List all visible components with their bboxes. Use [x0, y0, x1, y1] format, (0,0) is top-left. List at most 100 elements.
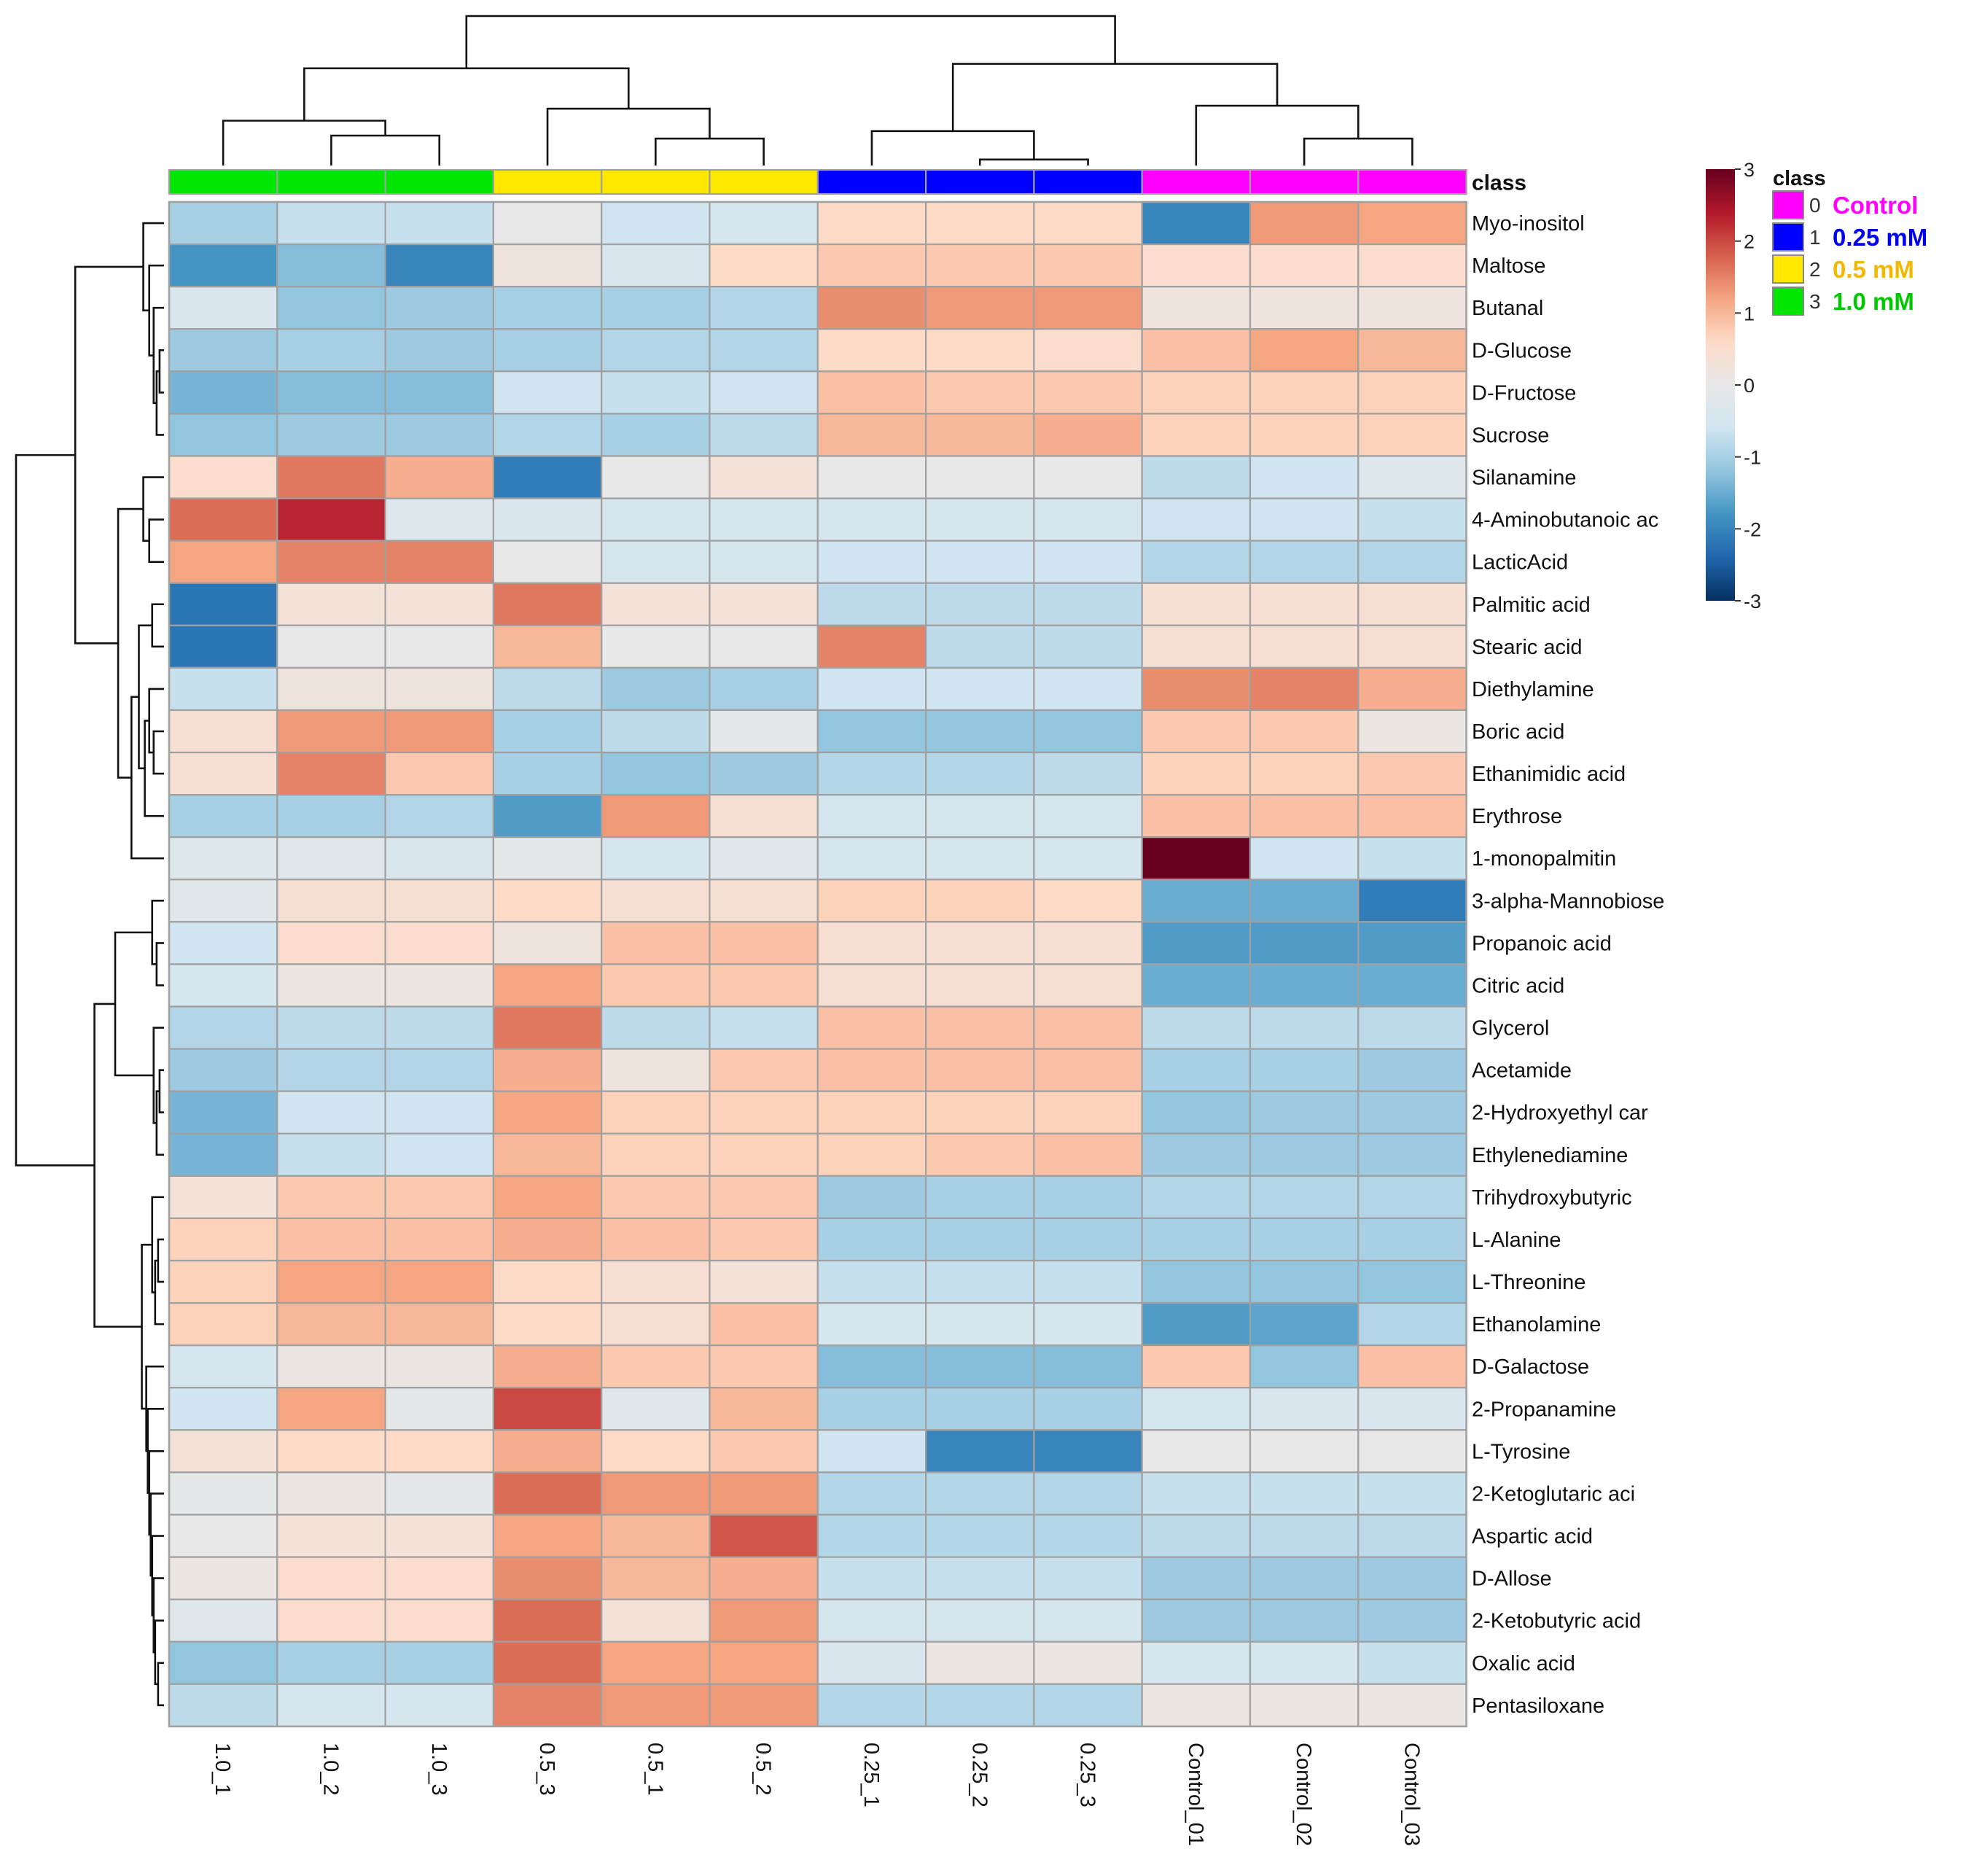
heatmap-cell — [1141, 1471, 1252, 1516]
heatmap-cell — [1249, 328, 1360, 373]
heatmap-cell — [1141, 751, 1252, 796]
heatmap-cell — [1249, 963, 1360, 1008]
heatmap-cell — [168, 751, 278, 796]
heatmap-cell — [924, 1514, 1035, 1558]
heatmap-cell — [1249, 540, 1360, 584]
heatmap-cell — [924, 1301, 1035, 1347]
row-label: Stearic acid — [1472, 636, 1583, 659]
legend-code: 3 — [1809, 290, 1821, 313]
heatmap-cell — [168, 1471, 278, 1516]
heatmap-cell — [168, 1048, 278, 1092]
dendrogram-branch — [74, 265, 144, 645]
heatmap-cell — [1357, 1471, 1467, 1516]
legend-swatch — [1772, 287, 1804, 316]
heatmap-cell — [276, 413, 386, 457]
heatmap-cell — [168, 201, 278, 246]
heatmap-cell — [276, 879, 386, 923]
column-label: 0.25_2 — [967, 1743, 991, 1807]
row-label: Diethylamine — [1472, 678, 1594, 701]
heatmap-cell — [1357, 540, 1467, 584]
dendrogram-branch — [1303, 137, 1413, 166]
heatmap-cell — [384, 709, 494, 754]
heatmap-cell — [1033, 1344, 1143, 1389]
heatmap-cell — [168, 1217, 278, 1262]
heatmap-cell — [816, 413, 927, 457]
heatmap-cell — [168, 1598, 278, 1643]
dendrogram-branch — [154, 1259, 164, 1326]
dendrogram-branch — [222, 120, 386, 166]
heatmap-cell — [1357, 1514, 1467, 1558]
heatmap-cell — [1141, 1387, 1252, 1431]
heatmap-cell — [816, 1514, 927, 1558]
heatmap-cell — [1033, 1387, 1143, 1431]
dendrogram-branch — [157, 1238, 164, 1283]
heatmap-cell — [1141, 624, 1252, 669]
heatmap-cell — [709, 540, 819, 584]
heatmap-cell — [924, 1175, 1035, 1220]
heatmap-cell — [601, 1259, 711, 1304]
heatmap-cell — [1033, 1175, 1143, 1220]
heatmap-cell — [709, 1132, 819, 1177]
heatmap-cell — [168, 963, 278, 1008]
heatmap-cell — [709, 1259, 819, 1304]
class-bar-cell — [816, 168, 927, 195]
dendrogram-branch — [142, 222, 164, 312]
heatmap-cell — [1249, 666, 1360, 712]
heatmap-cell — [709, 1175, 819, 1220]
heatmap-cell — [601, 1217, 711, 1262]
heatmap-cell — [1141, 497, 1252, 542]
heatmap-cell — [816, 666, 927, 712]
heatmap-cell — [1033, 1598, 1143, 1643]
heatmap-cell — [276, 1259, 386, 1304]
heatmap-cell — [492, 1514, 603, 1558]
heatmap-cell — [276, 455, 386, 499]
heatmap-cell — [709, 328, 819, 373]
heatmap-cell — [709, 963, 819, 1008]
heatmap-cell — [601, 1301, 711, 1347]
row-label: D-Fructose — [1472, 381, 1576, 405]
heatmap-cell — [709, 921, 819, 965]
heatmap-cell — [709, 836, 819, 881]
heatmap-cell — [601, 328, 711, 373]
heatmap-cell — [384, 921, 494, 965]
heatmap-cell — [924, 624, 1035, 669]
heatmap-cell — [816, 1259, 927, 1304]
row-label: D-Galactose — [1472, 1355, 1589, 1379]
heatmap-cell — [168, 328, 278, 373]
heatmap-cell — [601, 455, 711, 499]
heatmap-cell — [924, 751, 1035, 796]
heatmap-cell — [924, 1217, 1035, 1262]
heatmap-cell — [384, 751, 494, 796]
row-label: Aspartic acid — [1472, 1525, 1593, 1549]
row-label: Erythrose — [1472, 805, 1562, 828]
heatmap-cell — [1033, 1005, 1143, 1050]
row-label: L-Tyrosine — [1472, 1440, 1570, 1463]
heatmap-cell — [816, 836, 927, 881]
heatmap-cell — [816, 328, 927, 373]
heatmap-cell — [1033, 1301, 1143, 1347]
colorbar-tick-label: -3 — [1744, 591, 1761, 612]
heatmap-cell — [816, 1471, 927, 1516]
heatmap-cell — [492, 328, 603, 373]
heatmap-cell — [1141, 1217, 1252, 1262]
heatmap-cell — [1033, 1514, 1143, 1558]
row-labels: Myo-inositol Maltose Butanal D-Glucose D-Fru… — [1472, 212, 1664, 1718]
heatmap-cell — [492, 1429, 603, 1474]
heatmap-cell — [276, 1344, 386, 1389]
row-label: 3-alpha-Mannobiose — [1472, 890, 1664, 913]
heatmap-cell — [1033, 751, 1143, 796]
heatmap-cell — [276, 1640, 386, 1685]
heatmap-cell — [709, 1217, 819, 1262]
heatmap-cell — [816, 1429, 927, 1474]
heatmap-cell — [924, 836, 1035, 881]
dendrogram-branch — [951, 63, 1279, 131]
heatmap-cell — [709, 497, 819, 542]
heatmap-cell — [276, 794, 386, 838]
heatmap-cell — [1033, 794, 1143, 838]
heatmap-cell — [1357, 1005, 1467, 1050]
heatmap-cell — [1249, 1598, 1360, 1643]
heatmap-cell — [924, 1556, 1035, 1600]
dendrogram-branch — [303, 67, 630, 121]
class-bar-cell — [276, 168, 386, 195]
